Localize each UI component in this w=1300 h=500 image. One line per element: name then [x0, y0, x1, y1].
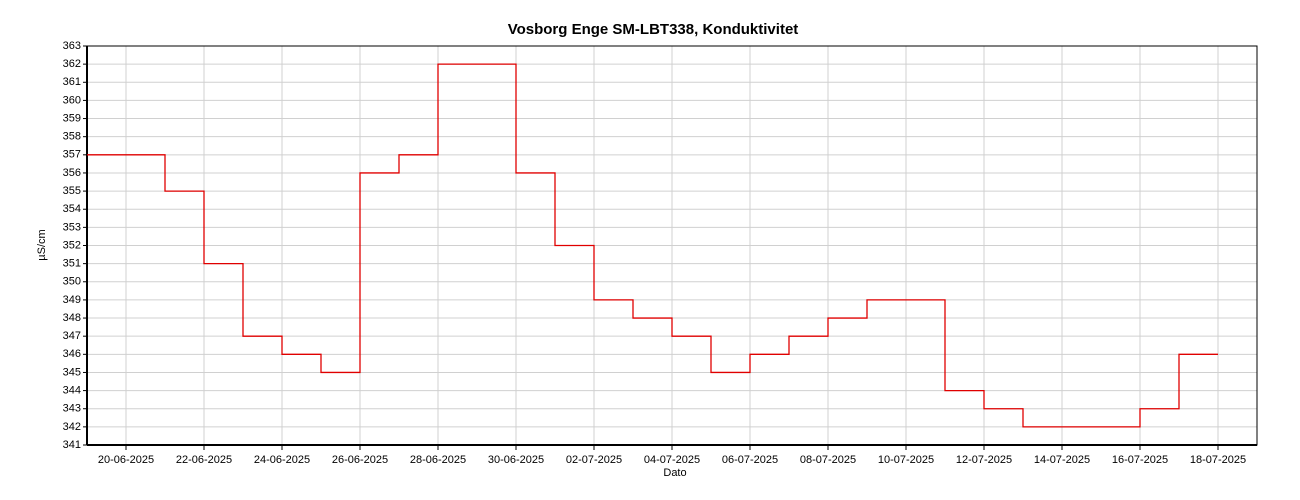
- x-tick-label: 28-06-2025: [410, 454, 466, 466]
- x-tick-label: 02-07-2025: [566, 454, 622, 466]
- y-tick-label: 348: [63, 312, 81, 324]
- x-tick-label: 14-07-2025: [1034, 454, 1090, 466]
- y-tick-label: 359: [63, 112, 81, 124]
- data-line: [87, 63, 1218, 428]
- y-tick-label: 360: [63, 94, 81, 106]
- x-tick-label: 26-06-2025: [332, 454, 388, 466]
- x-tick-label: 08-07-2025: [800, 454, 856, 466]
- y-tick-label: 354: [63, 203, 81, 215]
- y-tick-label: 343: [63, 403, 81, 415]
- x-tick-label: 16-07-2025: [1112, 454, 1168, 466]
- y-tick-label: 346: [63, 348, 81, 360]
- y-tick-label: 358: [63, 131, 81, 143]
- y-tick-label: 352: [63, 239, 81, 251]
- x-tick-label: 06-07-2025: [722, 454, 778, 466]
- y-tick-label: 363: [63, 40, 81, 52]
- x-tick-label: 18-07-2025: [1190, 454, 1246, 466]
- y-tick-label: 347: [63, 330, 81, 342]
- x-tick-label: 04-07-2025: [644, 454, 700, 466]
- x-tick-label: 30-06-2025: [488, 454, 544, 466]
- y-tick-label: 362: [63, 58, 81, 70]
- x-tick-label: 24-06-2025: [254, 454, 310, 466]
- y-tick-label: 361: [63, 76, 81, 88]
- y-tick-label: 353: [63, 221, 81, 233]
- x-axis-label: Dato: [663, 467, 686, 479]
- y-tick-label: 349: [63, 294, 81, 306]
- x-tick-label: 22-06-2025: [176, 454, 232, 466]
- y-tick-label: 345: [63, 366, 81, 378]
- y-tick-label: 357: [63, 149, 81, 161]
- y-tick-label: 342: [63, 421, 81, 433]
- y-tick-label: 356: [63, 167, 81, 179]
- x-tick-label: 12-07-2025: [956, 454, 1012, 466]
- chart-title: Vosborg Enge SM-LBT338, Konduktivitet: [508, 21, 799, 38]
- y-tick-label: 341: [63, 439, 81, 451]
- y-tick-label: 355: [63, 185, 81, 197]
- y-axis-label: µS/cm: [36, 229, 48, 260]
- y-tick-label: 344: [63, 384, 81, 396]
- y-tick-label: 351: [63, 258, 81, 270]
- x-tick-label: 20-06-2025: [98, 454, 154, 466]
- y-tick-label: 350: [63, 276, 81, 288]
- x-tick-label: 10-07-2025: [878, 454, 934, 466]
